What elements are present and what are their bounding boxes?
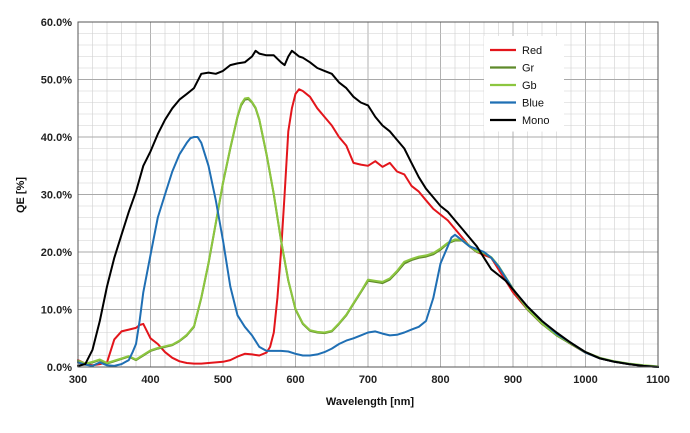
x-tick-label: 700 [359,374,377,386]
x-tick-label: 1000 [573,374,597,386]
series-line-blue [77,136,659,368]
x-tick-label: 800 [431,374,449,386]
y-tick-label: 50.0% [41,75,72,87]
tick-labels: 300 400 500 600 700 800 900 1000 1100 0.0% 10.0% 20… [41,17,670,386]
y-tick-label: 10.0% [41,305,72,317]
legend-label-blue: Blue [522,98,544,110]
y-tick-label: 60.0% [41,17,72,29]
grid [77,21,659,368]
legend-label-mono: Mono [522,115,550,127]
x-tick-label: 1100 [646,374,670,386]
axes [77,21,659,368]
plot-series [77,49,659,368]
legend-label-gb: Gb [522,80,537,92]
x-tick-label: 900 [504,374,522,386]
x-axis-label: Wavelength [nm] [326,396,415,408]
x-tick-label: 400 [141,374,159,386]
legend-label-red: Red [522,45,542,57]
y-tick-label: 40.0% [41,132,72,144]
plot-frame [77,21,659,368]
x-tick-label: 300 [69,374,87,386]
y-axis-label: QE [%] [15,177,27,213]
legend-box [484,36,564,132]
legend-label-gr: Gr [522,63,535,75]
x-tick-label: 600 [286,374,304,386]
legend: Red Gr Gb Blue Mono [484,36,564,132]
x-tick-label: 500 [214,374,232,386]
y-tick-label: 20.0% [41,247,72,259]
series-line-mono [77,49,659,368]
y-tick-label: 0.0% [47,362,72,374]
y-tick-label: 30.0% [41,190,72,202]
